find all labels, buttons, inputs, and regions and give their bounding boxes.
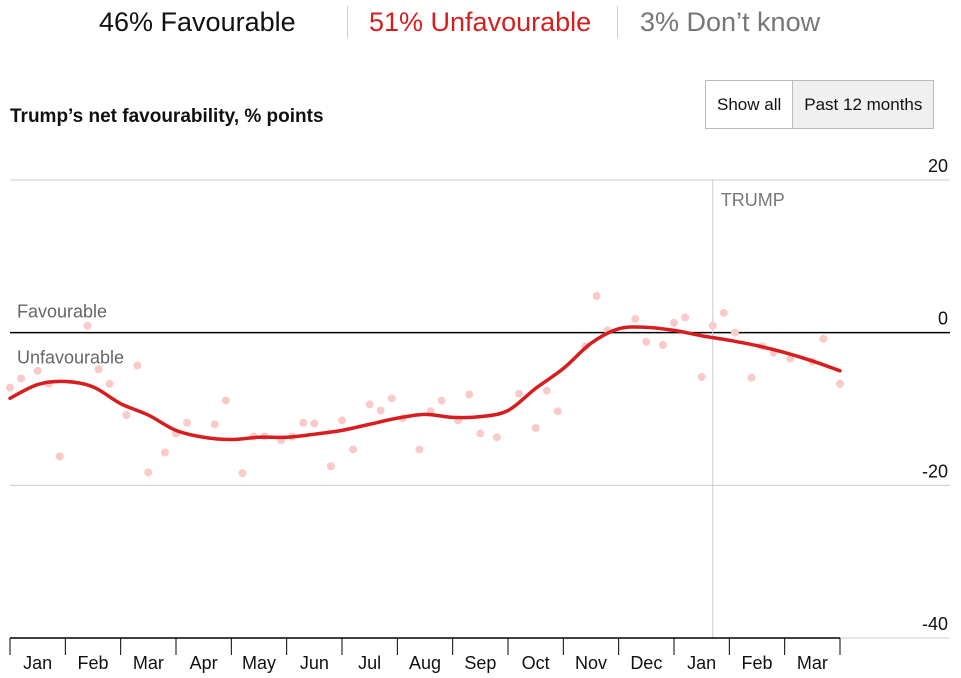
annotation: TRUMP [721, 190, 785, 210]
data-point [515, 389, 524, 398]
data-point [376, 406, 385, 415]
x-tick-label: Sep [464, 653, 496, 673]
data-point [542, 386, 551, 395]
data-point [94, 365, 103, 374]
data-point [476, 429, 485, 438]
data-point [326, 462, 335, 471]
data-point [221, 396, 230, 405]
data-point [415, 445, 424, 454]
data-point [83, 321, 92, 330]
separator [347, 6, 348, 38]
x-tick-label: Jan [23, 653, 52, 673]
y-tick-label: -40 [922, 614, 948, 634]
data-point [144, 468, 153, 477]
data-point [365, 400, 374, 409]
data-point [670, 318, 678, 327]
unfavourable-summary: 51% Unfavourable [369, 7, 592, 37]
data-point [642, 337, 651, 346]
data-point [133, 361, 142, 370]
data-point [183, 418, 192, 427]
x-tick-label: Aug [409, 653, 441, 673]
data-point [730, 328, 739, 337]
data-point [299, 418, 308, 427]
zero-label: Unfavourable [17, 348, 124, 368]
data-point [786, 354, 795, 363]
dont-know-summary: 3% Don’t know [640, 7, 821, 37]
data-point [592, 292, 601, 301]
data-point [747, 373, 756, 382]
chart-title: Trump’s net favourability, % points [10, 106, 324, 127]
data-point [465, 390, 474, 399]
data-point [160, 448, 169, 457]
range-toggle: Show all Past 12 months [705, 80, 935, 129]
data-point [210, 420, 219, 429]
data-point [338, 416, 346, 425]
y-tick-label: -20 [922, 461, 948, 481]
data-point [819, 334, 828, 343]
data-point [437, 396, 446, 405]
x-tick-label: Feb [741, 653, 772, 673]
button[interactable]: Show all [706, 81, 793, 128]
x-tick-label: Jul [358, 653, 381, 673]
data-point [17, 374, 26, 383]
x-tick-label: Feb [77, 653, 108, 673]
data-point [553, 407, 562, 416]
x-tick-label: Mar [797, 653, 828, 673]
separator [617, 6, 618, 38]
trend-line [8, 325, 842, 442]
data-point [658, 340, 667, 349]
x-tick-label: Mar [133, 653, 164, 673]
data-point [631, 314, 640, 323]
zero-label: Favourable [17, 302, 107, 322]
data-point [238, 469, 247, 478]
y-tick-label: 0 [938, 309, 948, 329]
data-point [310, 419, 319, 428]
x-tick-label: Jun [300, 653, 329, 673]
data-point [697, 372, 706, 381]
button[interactable]: Past 12 months [792, 81, 934, 128]
data-point [55, 452, 64, 461]
data-point [531, 424, 540, 433]
data-point [836, 379, 844, 388]
data-point [681, 313, 690, 322]
data-point [105, 379, 114, 388]
data-point [387, 394, 396, 403]
x-tick-label: May [242, 653, 276, 673]
favourable-summary: 46% Favourable [99, 7, 296, 37]
x-tick-label: Apr [190, 653, 218, 673]
x-tick-label: Oct [522, 653, 550, 673]
data-point [708, 321, 717, 330]
data-point [122, 411, 131, 420]
y-tick-label: 20 [928, 156, 948, 176]
x-tick-label: Dec [630, 653, 662, 673]
data-point [492, 433, 501, 442]
data-point [33, 366, 42, 375]
data-point [719, 308, 728, 317]
x-tick-label: Jan [687, 653, 716, 673]
x-tick-label: Nov [575, 653, 607, 673]
data-point [349, 445, 358, 454]
data-point [6, 383, 14, 392]
